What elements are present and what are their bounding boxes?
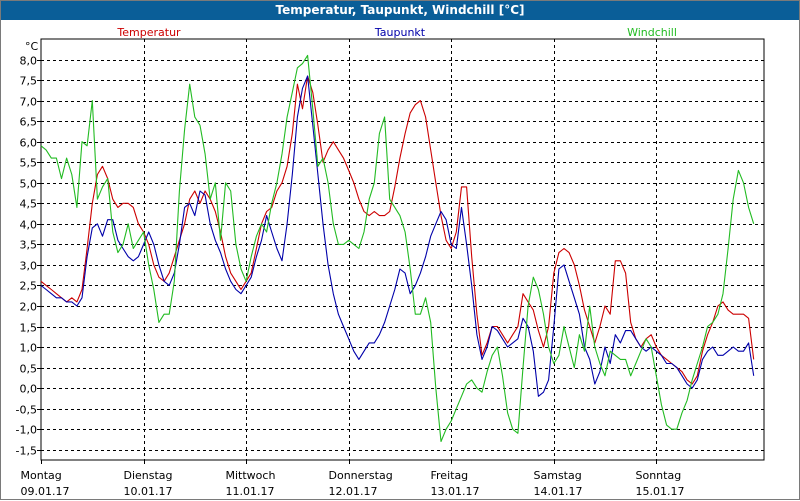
y-tick-label: 4,0 (20, 219, 38, 232)
x-tick-day: Sonntag (636, 469, 682, 482)
y-axis-ticks: 8,0 7,5 7,0 6,5 6,0 5,5 5,0 4,5 4,0 3,5 3,0 2,5 2,0 1… (16, 55, 41, 458)
y-tick-label: 8,0 (20, 55, 38, 68)
y-tick-label: 7,0 (20, 96, 38, 109)
y-tick-label: 4,5 (20, 198, 38, 211)
y-tick-label: 3,5 (20, 239, 38, 252)
x-tick-day: Freitag (431, 469, 469, 482)
x-tick-day: Dienstag (124, 469, 173, 482)
x-tick-date: 10.01.17 (124, 485, 173, 498)
x-tick-day: Montag (21, 469, 62, 482)
y-tick-label: 5,5 (20, 157, 38, 170)
grid-lines (41, 39, 764, 460)
series-lines (40, 54, 755, 443)
y-tick-label: 1,0 (20, 342, 38, 355)
series-line-taupunkt (40, 75, 755, 397)
legend-item-windchill: Windchill (627, 26, 677, 39)
x-tick-day: Samstag (534, 469, 582, 482)
x-tick-date: 12.01.17 (329, 485, 378, 498)
legend-item-taupunkt: Taupunkt (374, 26, 426, 39)
y-tick-label: 3,0 (20, 260, 38, 273)
y-tick-label: 6,5 (20, 116, 38, 129)
y-tick-label: 2,0 (20, 301, 38, 314)
y-tick-label: -0,5 (16, 404, 37, 417)
x-tick-date: 11.01.17 (226, 485, 275, 498)
y-tick-label: 6,0 (20, 137, 38, 150)
series-line-windchill (40, 54, 755, 443)
x-tick-date: 15.01.17 (636, 485, 685, 498)
y-axis-unit: °C (25, 40, 39, 53)
legend: Temperatur Taupunkt Windchill (116, 26, 677, 39)
y-tick-label: 0,5 (20, 363, 38, 376)
y-tick-label: 7,5 (20, 75, 38, 88)
window-title: Temperatur, Taupunkt, Windchill [°C] (1, 1, 799, 20)
y-tick-label: -1,0 (16, 424, 37, 437)
x-tick-date: 14.01.17 (534, 485, 583, 498)
y-tick-label: 2,5 (20, 280, 38, 293)
x-tick-day: Mittwoch (226, 469, 276, 482)
y-tick-label: -1,5 (16, 445, 37, 458)
series-line-temperatur (40, 75, 755, 385)
x-axis-ticks: Montag 09.01.17 Dienstag 10.01.17 Mittwoch 11… (21, 460, 685, 498)
y-tick-label: 5,0 (20, 178, 38, 191)
x-tick-day: Donnerstag (329, 469, 393, 482)
legend-item-temperatur: Temperatur (116, 26, 181, 39)
y-tick-label: 1,5 (20, 322, 38, 335)
x-tick-date: 09.01.17 (21, 485, 70, 498)
x-tick-date: 13.01.17 (431, 485, 480, 498)
y-tick-label: 0,0 (20, 383, 38, 396)
plot-area (40, 38, 765, 461)
